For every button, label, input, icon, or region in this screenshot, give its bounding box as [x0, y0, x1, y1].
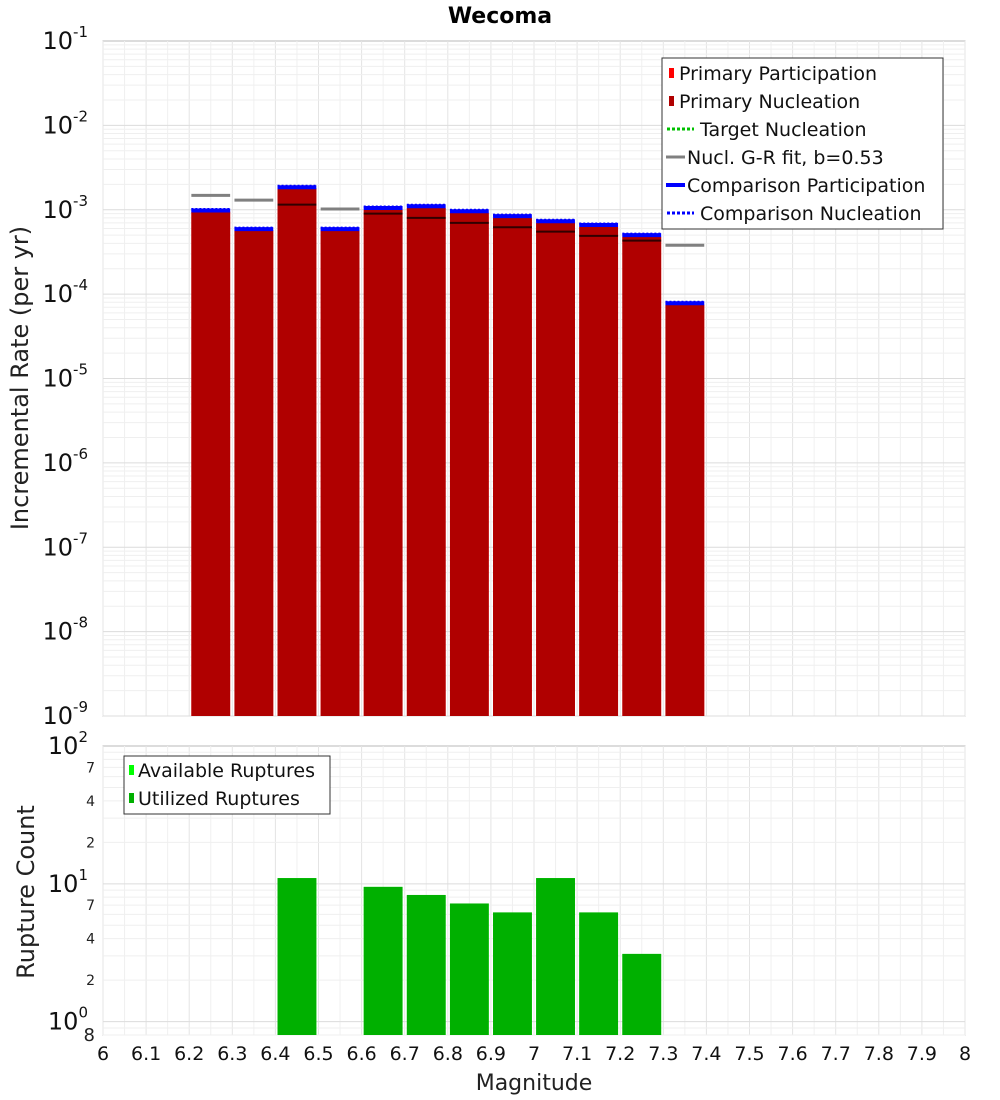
rate-y-axis-label: Incremental Rate (per yr): [6, 226, 34, 530]
utilized-ruptures-bar: [277, 878, 317, 1035]
count-legend-label: Available Ruptures: [138, 760, 315, 782]
rate-y-tick-label: 10-8: [42, 614, 88, 646]
rate-legend-label: Nucl. G-R fit, b=0.53: [687, 147, 884, 169]
rate-legend: Primary Participation Primary Nucleation T…: [661, 57, 944, 230]
rate-nucleation-bar: [622, 236, 662, 716]
x-tick-label: 6.7: [390, 1043, 420, 1065]
rate-y-tick-label: 10-9: [42, 698, 88, 730]
count-y-minor-label: 2: [86, 973, 95, 989]
count-legend-swatch: [129, 793, 134, 803]
x-tick-label: 8: [959, 1043, 971, 1065]
count-y-minor-label: 4: [86, 794, 95, 810]
rate-y-tick-label: 10-5: [42, 361, 88, 393]
utilized-ruptures-bar: [363, 886, 403, 1035]
rate-y-tick-label: 10-2: [42, 107, 88, 139]
count-y-tick-label: 100: [48, 1004, 88, 1036]
rate-y-ticks: 10-1 10-2 10-3 10-4 10-5 10-6 10-7 10-8 10-9: [42, 23, 88, 730]
x-tick-label: 7.4: [691, 1043, 721, 1065]
chart-title: Wecoma: [448, 4, 552, 29]
rate-nucleation-bar: [665, 304, 705, 716]
count-y-tick-label: 102: [48, 728, 88, 760]
count-y-minor-label: 8: [84, 1025, 95, 1046]
utilized-ruptures-bar: [406, 894, 446, 1035]
rate-y-tick-label: 10-6: [42, 445, 88, 477]
count-panel: 102 101 100 7 4 2 7 4 2 8 Rupture Count Available…: [12, 728, 966, 1046]
x-tick-label: 6.9: [476, 1043, 506, 1065]
rate-nucleation-bar: [493, 217, 532, 716]
rate-y-tick-label: 10-3: [42, 192, 88, 224]
x-tick-label: 7.3: [648, 1043, 678, 1065]
count-legend: Available Ruptures Utilized Ruptures: [123, 755, 331, 815]
count-legend-box: [123, 755, 331, 815]
count-legend-swatch: [129, 765, 134, 775]
x-tick-label: 7.5: [734, 1043, 764, 1065]
x-axis-label: Magnitude: [476, 1071, 593, 1096]
count-y-ticks: 102 101 100 7 4 2 7 4 2 8: [48, 728, 95, 1046]
rate-legend-box: [661, 57, 944, 230]
count-y-axis-label: Rupture Count: [12, 805, 40, 979]
rate-legend-label: Primary Nucleation: [679, 91, 860, 113]
rate-bars: [191, 184, 705, 717]
rate-nucleation-bar: [536, 222, 575, 716]
utilized-ruptures-bar: [579, 912, 619, 1035]
count-y-minor-label: 7: [86, 898, 95, 914]
rate-y-tick-label: 10-1: [42, 23, 88, 55]
rate-nucleation-bar: [363, 209, 403, 716]
count-legend-label: Utilized Ruptures: [138, 788, 300, 810]
rate-nucleation-bar: [449, 212, 489, 716]
x-tick-label: 6.3: [217, 1043, 247, 1065]
x-tick-label: 6.2: [174, 1043, 204, 1065]
count-y-minor-label: 2: [86, 835, 95, 851]
x-tick-label: 6: [97, 1043, 109, 1065]
rate-nucleation-bar: [579, 226, 619, 716]
rate-nucleation-bar: [320, 230, 360, 716]
rate-y-tick-label: 10-7: [42, 529, 88, 561]
utilized-ruptures-bar: [536, 878, 575, 1035]
rate-nucleation-bar: [234, 230, 274, 716]
rate-legend-label: Primary Participation: [679, 63, 877, 85]
x-tick-label: 7.2: [605, 1043, 635, 1065]
utilized-ruptures-bar: [449, 903, 489, 1035]
rate-legend-label: Comparison Nucleation: [700, 203, 922, 225]
x-tick-label: 6.6: [346, 1043, 376, 1065]
x-axis-ticks: 6 6.1 6.2 6.3 6.4 6.5 6.6 6.7 6.8 6.9 7 7.1 7.2 7.3 7.…: [97, 1043, 971, 1065]
x-tick-label: 6.5: [303, 1043, 333, 1065]
rate-panel: 10-1 10-2 10-3 10-4 10-5 10-6 10-7 10-8 10-9 Inc…: [6, 23, 966, 730]
x-tick-label: 6.8: [433, 1043, 463, 1065]
rate-nucleation-bar: [191, 211, 231, 716]
count-y-minor-label: 4: [86, 932, 95, 948]
x-tick-label: 6.1: [131, 1043, 161, 1065]
count-grid: [102, 746, 966, 1036]
rate-nucleation-bar: [406, 207, 446, 716]
rate-legend-swatch: [669, 68, 674, 78]
x-tick-label: 7.1: [562, 1043, 592, 1065]
count-y-minor-label: 7: [86, 760, 95, 776]
utilized-ruptures-bar: [493, 912, 532, 1035]
x-tick-label: 6.4: [260, 1043, 290, 1065]
rate-legend-label: Comparison Participation: [687, 175, 925, 197]
x-tick-label: 7.8: [864, 1043, 894, 1065]
count-y-tick-label: 101: [48, 866, 88, 898]
rate-legend-swatch: [669, 96, 674, 106]
utilized-ruptures-bar: [622, 953, 662, 1035]
x-tick-label: 7.6: [777, 1043, 807, 1065]
rate-y-tick-label: 10-4: [42, 276, 88, 308]
rate-nucleation-bar: [277, 188, 317, 717]
count-bars: [277, 878, 662, 1035]
rate-legend-label: Target Nucleation: [699, 119, 867, 141]
x-tick-label: 7: [528, 1043, 540, 1065]
x-tick-label: 7.7: [821, 1043, 851, 1065]
x-tick-label: 7.9: [907, 1043, 937, 1065]
